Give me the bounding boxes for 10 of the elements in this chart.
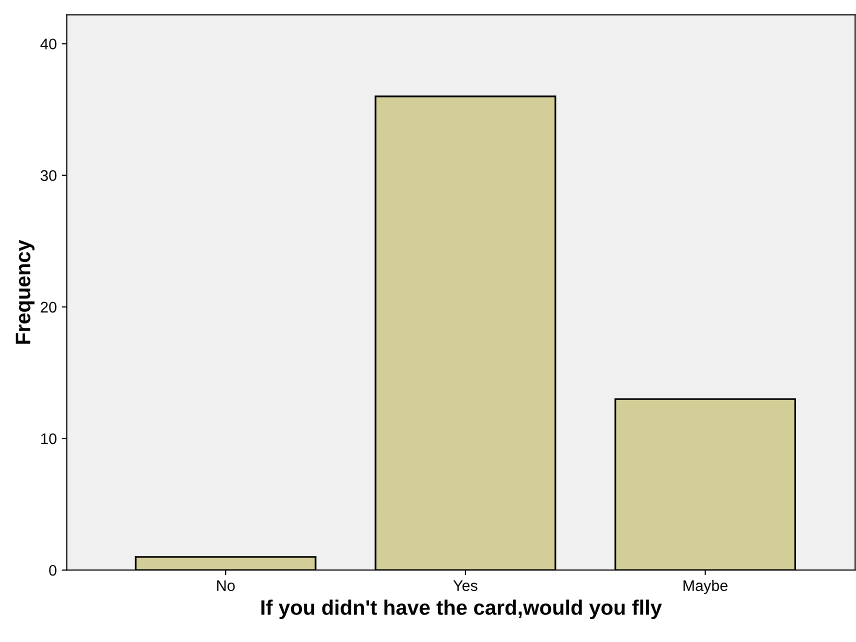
y-tick-label: 10 — [41, 433, 56, 444]
y-tick-label: 40 — [40, 38, 56, 50]
y-axis-title: Frequency — [16, 240, 34, 344]
x-axis-title: If you didn't have the card,would you flly — [261, 600, 662, 620]
x-tick-label: Yes — [453, 580, 478, 592]
y-tick-label: 0 — [49, 564, 56, 576]
x-tick-label: Maybe — [684, 580, 728, 594]
x-tick-label: No — [217, 580, 235, 592]
y-tick-label: 30 — [40, 170, 56, 181]
y-tick-label: 20 — [40, 302, 56, 313]
